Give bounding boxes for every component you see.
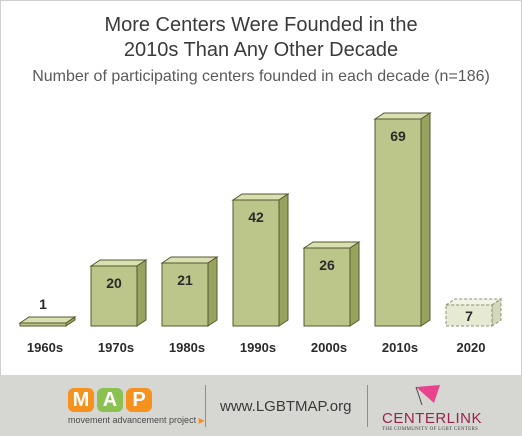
- bar-1960s: [19, 322, 67, 327]
- tick-label-2010s: 2010s: [382, 340, 418, 355]
- map-letter-a: A: [97, 388, 123, 412]
- footer-divider-left: [205, 385, 206, 427]
- data-label-2000s: 26: [319, 257, 335, 273]
- map-tagline: movement advancement project ▶: [68, 415, 205, 425]
- tick-label-1960s: 1960s: [27, 340, 63, 355]
- tick-label-1980s: 1980s: [169, 340, 205, 355]
- tick-label-2020: 2020: [457, 340, 486, 355]
- map-letter-m: M: [68, 388, 94, 412]
- bar-chart: 1 1960s 20 1970s 21 1980s 42 1990s 26 2000s 69 2010…: [18, 112, 503, 355]
- tick-label-2000s: 2000s: [311, 340, 347, 355]
- play-arrow-icon: ▶: [198, 416, 205, 425]
- bar-side-1980s: [207, 256, 218, 327]
- chart-title-line-2: 2010s Than Any Other Decade: [123, 39, 399, 61]
- bar-1990s: [232, 199, 280, 327]
- data-label-1980s: 21: [177, 272, 193, 288]
- data-label-2020: 7: [465, 308, 473, 324]
- map-tagline-text: movement advancement project: [68, 415, 197, 425]
- website-link[interactable]: www.LGBTMAP.org: [220, 398, 352, 415]
- centerlink-flag-icon: [415, 385, 440, 406]
- bar-2000s: [303, 247, 351, 327]
- bar-1970s: [90, 265, 138, 327]
- bar-side-2000s: [349, 241, 360, 327]
- data-label-2010s: 69: [390, 128, 406, 144]
- bar-side-2020: [491, 298, 502, 327]
- data-label-1990s: 42: [248, 209, 264, 225]
- data-label-1970s: 20: [106, 275, 122, 291]
- tick-label-1970s: 1970s: [98, 340, 134, 355]
- centerlink-tagline: THE COMMUNITY OF LGBT CENTERS: [382, 427, 479, 432]
- bar-1980s: [161, 262, 209, 327]
- bar-2010s: [374, 118, 422, 327]
- footer-divider-right: [367, 385, 368, 427]
- centerlink-wordmark: CENTERLINK: [382, 410, 483, 427]
- tick-label-1990s: 1990s: [240, 340, 276, 355]
- map-letter-p: P: [126, 388, 152, 412]
- chart-subtitle: Number of participating centers founded …: [32, 68, 490, 85]
- bar-2020: [445, 304, 493, 327]
- data-label-1960s: 1: [39, 296, 47, 312]
- map-logo[interactable]: M A P movement advancement project ▶: [68, 388, 205, 425]
- map-letter-badges: M A P: [68, 388, 205, 412]
- bar-side-1990s: [278, 193, 289, 327]
- chart-title-line-1: More Centers Were Founded in the: [104, 14, 418, 36]
- centerlink-logo[interactable]: CENTERLINK THE COMMUNITY OF LGBT CENTERS: [382, 385, 482, 432]
- bar-side-2010s: [420, 112, 431, 327]
- bar-side-1970s: [136, 259, 147, 327]
